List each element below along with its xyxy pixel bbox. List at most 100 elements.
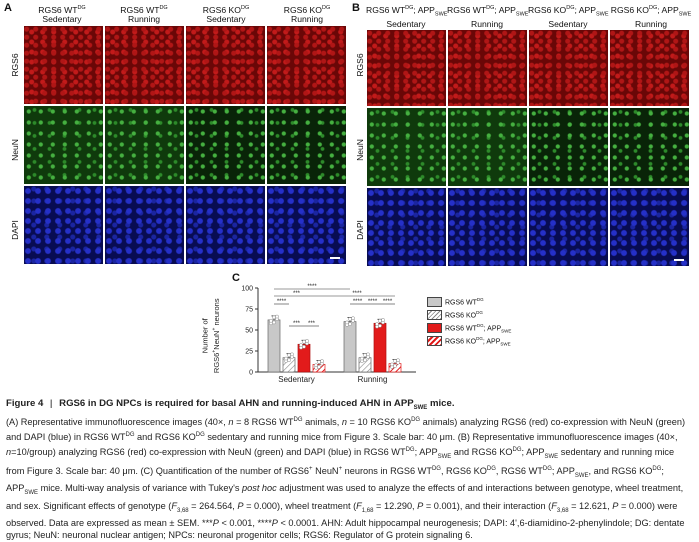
figure-caption: Figure 4 | RGS6 in DG NPCs is required f… bbox=[6, 398, 686, 541]
micrograph-a-neun-wt-sedentary bbox=[24, 106, 103, 184]
data-point bbox=[360, 356, 364, 361]
micrograph-b-rgs6-ko-app-sedentary bbox=[529, 30, 608, 106]
legend-wt-app: RGS6 WTDG; APPSWE bbox=[427, 323, 511, 334]
data-point bbox=[351, 316, 355, 321]
micrograph-a-neun-ko-running bbox=[267, 106, 346, 184]
data-point bbox=[284, 356, 288, 361]
micrograph-a-neun-wt-running bbox=[105, 106, 184, 184]
micrograph-b-neun-ko-app-running bbox=[610, 108, 689, 186]
data-point bbox=[348, 317, 352, 321]
data-point bbox=[320, 359, 324, 363]
micrograph-a-dapi-wt-sedentary bbox=[24, 186, 103, 264]
data-point bbox=[378, 323, 382, 328]
micrograph-a-neun-ko-sedentary bbox=[186, 106, 265, 184]
significance-label: **** bbox=[353, 299, 363, 305]
y-tick-label: 0 bbox=[249, 370, 253, 377]
panel-b-col4-header: RGS6 KODG; APPSWE Running bbox=[610, 4, 692, 30]
panel-a-row-rgs6-label: RGS6 bbox=[10, 53, 20, 77]
data-point bbox=[378, 318, 382, 323]
data-point bbox=[363, 353, 367, 358]
panel-c-letter: C bbox=[232, 272, 240, 284]
significance-label: **** bbox=[352, 291, 362, 297]
bar bbox=[343, 321, 357, 373]
panel-a-col3-header: RGS6 KODG Sedentary bbox=[202, 4, 250, 25]
micrograph-a-rgs6-ko-running bbox=[267, 26, 346, 104]
caption-body: (A) Representative immunofluorescence im… bbox=[6, 417, 686, 541]
y-tick-label: 100 bbox=[241, 286, 253, 293]
data-point bbox=[314, 363, 318, 368]
micrograph-a-dapi-ko-sedentary bbox=[186, 186, 265, 264]
panel-a-col4-header: RGS6 KODG Running bbox=[283, 4, 331, 25]
legend-ko-app: RGS6 KODG; APPSWE bbox=[427, 336, 511, 347]
data-point bbox=[290, 352, 294, 357]
data-point bbox=[317, 360, 321, 364]
data-point bbox=[390, 362, 394, 367]
data-point bbox=[299, 343, 303, 347]
panel-b-col1-header: RGS6 WTDG; APPSWE Sedentary bbox=[366, 4, 448, 30]
data-point bbox=[348, 322, 352, 326]
panel-b-col2-header: RGS6 WTDG; APPSWE Running bbox=[447, 4, 529, 30]
panel-a-row-neun-label: NeuN bbox=[10, 139, 20, 161]
data-point bbox=[269, 318, 273, 323]
data-point bbox=[381, 318, 385, 322]
significance-label: **** bbox=[277, 299, 287, 305]
micrograph-b-dapi-wt-app-sedentary bbox=[367, 188, 446, 266]
significance-label: **** bbox=[383, 299, 393, 305]
significance-label: **** bbox=[368, 299, 378, 305]
data-point bbox=[366, 352, 370, 357]
micrograph-b-rgs6-wt-app-sedentary bbox=[367, 30, 446, 106]
data-point bbox=[302, 344, 306, 349]
micrograph-a-dapi-ko-running bbox=[267, 186, 346, 264]
significance-label: *** bbox=[308, 321, 316, 327]
panel-a-row-dapi-label: DAPI bbox=[10, 220, 20, 240]
significance-label: *** bbox=[293, 321, 301, 327]
micrograph-b-dapi-ko-app-running bbox=[610, 188, 689, 266]
data-point bbox=[272, 315, 276, 320]
micrograph-b-neun-wt-app-sedentary bbox=[367, 108, 446, 186]
x-category-label: Sedentary bbox=[278, 375, 314, 384]
data-point bbox=[272, 320, 276, 325]
micrograph-a-rgs6-wt-running bbox=[105, 26, 184, 104]
micrograph-a-rgs6-wt-sedentary bbox=[24, 26, 103, 104]
panel-a-letter: A bbox=[4, 2, 12, 14]
data-point bbox=[375, 322, 379, 326]
micrograph-b-rgs6-ko-app-running bbox=[610, 30, 689, 106]
chart-y-label: Number of RGS6+NeuN+ neurons bbox=[200, 298, 221, 374]
x-category-label: Running bbox=[358, 375, 388, 384]
panel-b-col3-header: RGS6 KODG; APPSWE Sedentary bbox=[528, 4, 609, 30]
panel-b-letter: B bbox=[352, 2, 360, 14]
y-tick-label: 50 bbox=[245, 328, 253, 335]
panel-a-col2-header: RGS6 WTDG Running bbox=[120, 4, 168, 25]
y-tick-label: 25 bbox=[245, 349, 253, 356]
micrograph-b-neun-wt-app-running bbox=[448, 108, 527, 186]
bar bbox=[373, 322, 387, 373]
y-tick-label: 75 bbox=[245, 307, 253, 314]
bar bbox=[267, 319, 281, 373]
legend-ko: RGS6 KODG bbox=[427, 310, 483, 321]
panel-b-row-rgs6-label: RGS6 bbox=[355, 53, 365, 77]
data-point bbox=[396, 358, 400, 363]
micrograph-b-neun-ko-app-sedentary bbox=[529, 108, 608, 186]
panel-b-row-dapi-label: DAPI bbox=[355, 220, 365, 240]
scale-bar-a bbox=[330, 257, 340, 259]
micrograph-b-dapi-wt-app-running bbox=[448, 188, 527, 266]
micrograph-b-dapi-ko-app-sedentary bbox=[529, 188, 608, 266]
data-point bbox=[305, 339, 309, 343]
scale-bar-b bbox=[674, 259, 684, 261]
panel-b-row-neun-label: NeuN bbox=[355, 139, 365, 161]
legend-wt: RGS6 WTDG bbox=[427, 297, 484, 308]
data-point bbox=[345, 320, 349, 325]
caption-figure-label: Figure 4 bbox=[6, 398, 44, 409]
data-point bbox=[363, 358, 367, 363]
data-point bbox=[393, 364, 397, 368]
micrograph-a-dapi-wt-running bbox=[105, 186, 184, 264]
data-point bbox=[317, 365, 321, 369]
panel-a-col1-header: RGS6 WTDG Sedentary bbox=[38, 4, 86, 25]
data-point bbox=[287, 353, 291, 358]
significance-label: **** bbox=[307, 284, 317, 290]
data-point bbox=[393, 359, 397, 363]
micrograph-b-rgs6-wt-app-running bbox=[448, 30, 527, 106]
data-point bbox=[275, 314, 279, 319]
data-point bbox=[287, 358, 291, 363]
